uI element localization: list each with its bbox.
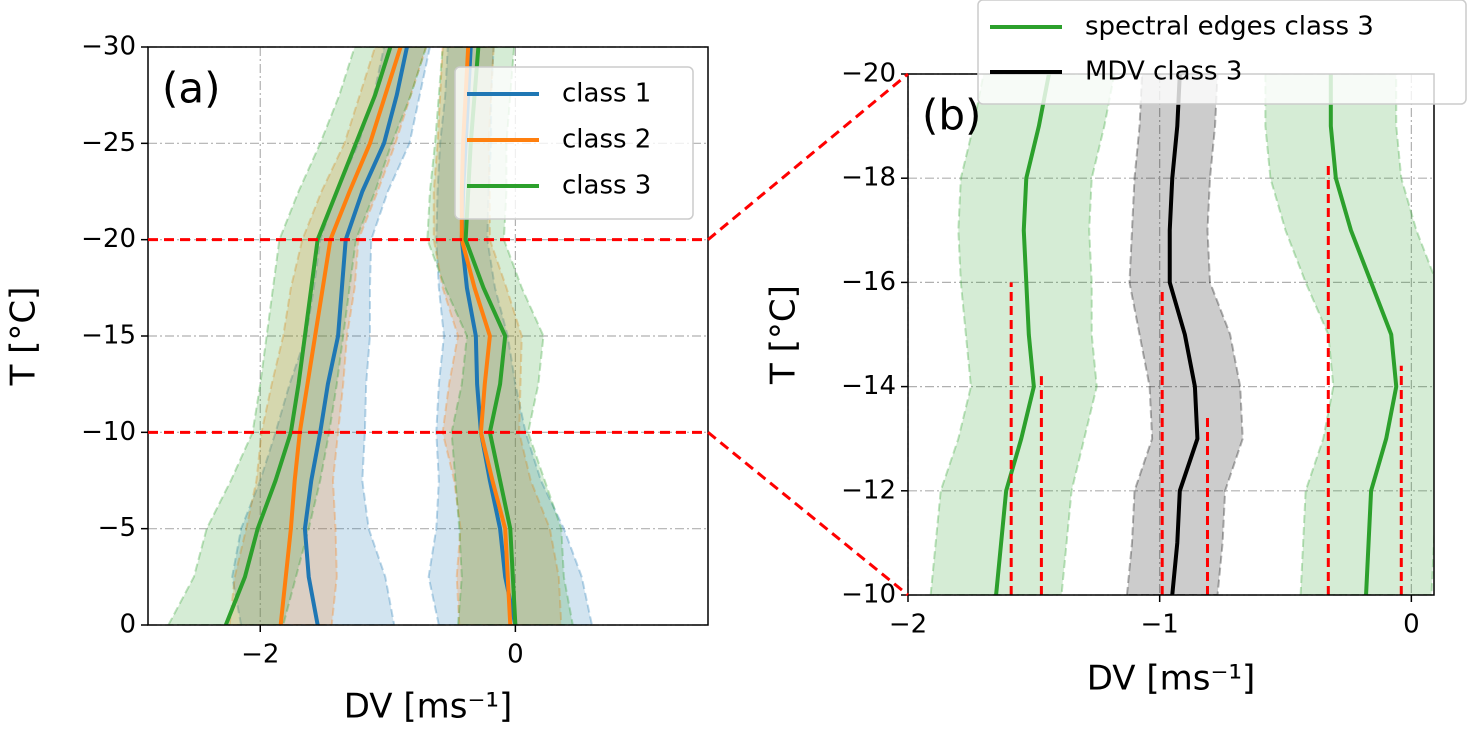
spread-band <box>228 47 428 625</box>
x-axis-label: DV [ms⁻¹] <box>1087 659 1256 699</box>
series-line <box>278 47 403 625</box>
y-tick-label: −18 <box>841 163 896 193</box>
legend-box <box>454 66 694 220</box>
y-axis-label: T [°C] <box>4 287 44 387</box>
x-tick-label: −2 <box>241 640 279 670</box>
plot-area <box>167 47 593 625</box>
panel-label: (a) <box>162 64 221 113</box>
spread-band <box>929 74 1116 595</box>
axes-frame <box>147 46 709 626</box>
series-line <box>1328 74 1399 595</box>
y-tick-label: −12 <box>841 475 896 505</box>
y-tick-label: −15 <box>81 321 136 351</box>
spread-band <box>231 47 431 625</box>
x-tick-label: −1 <box>1141 610 1179 640</box>
y-tick-label: 0 <box>119 610 136 640</box>
panel-label: (b) <box>922 91 981 140</box>
x-tick-label: −2 <box>889 610 927 640</box>
y-axis-label: T [°C] <box>764 285 804 385</box>
legend-label: class 2 <box>562 125 651 155</box>
series-line <box>223 47 393 625</box>
legend-box <box>977 0 1467 105</box>
y-tick-label: −14 <box>841 371 896 401</box>
legend-label: spectral edges class 3 <box>1085 12 1374 42</box>
legend-label: class 1 <box>562 79 651 109</box>
x-tick-label: 0 <box>1403 610 1420 640</box>
series-line <box>1167 74 1200 595</box>
y-tick-label: −10 <box>81 417 136 447</box>
series-line <box>302 47 409 625</box>
y-tick-label: −5 <box>98 513 136 543</box>
zoom-connector <box>707 431 909 597</box>
legend-label: class 3 <box>562 171 651 201</box>
legend-label: MDV class 3 <box>1085 57 1242 87</box>
y-tick-label: −30 <box>81 32 136 62</box>
spread-band <box>1264 74 1434 595</box>
y-tick-label: −10 <box>841 580 896 610</box>
y-tick-label: −25 <box>81 128 136 158</box>
y-tick-label: −16 <box>841 267 896 297</box>
x-axis-label: DV [ms⁻¹] <box>344 687 513 727</box>
y-tick-label: −20 <box>81 224 136 254</box>
y-tick-label: −20 <box>841 59 896 89</box>
plot-area <box>929 74 1434 595</box>
x-tick-label: 0 <box>507 640 524 670</box>
series-line <box>994 74 1051 595</box>
zoom-connector <box>707 72 909 241</box>
